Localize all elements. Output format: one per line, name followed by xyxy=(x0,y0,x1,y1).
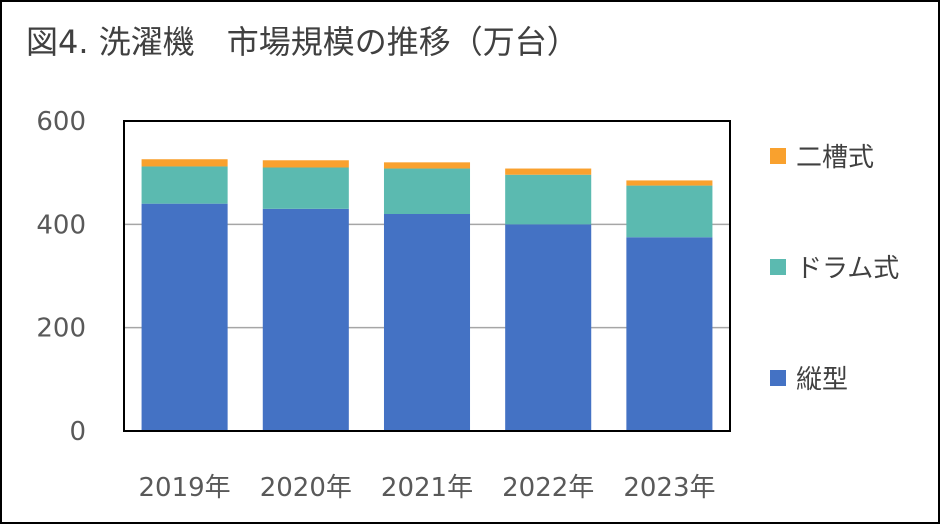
bar-segment-2 xyxy=(626,185,713,238)
bar-segment-2 xyxy=(262,167,349,209)
x-category-label: 2021年 xyxy=(381,473,473,503)
y-tick-label: 400 xyxy=(36,210,86,240)
bar-segment-2 xyxy=(505,174,592,225)
legend-label: 二槽式 xyxy=(796,143,874,173)
bar-segment-1 xyxy=(383,214,471,431)
bar-segment-2 xyxy=(383,168,471,214)
bar-segment-2 xyxy=(141,166,228,204)
y-axis-ticks: 0 200 400 600 xyxy=(36,107,86,447)
x-category-label: 2019年 xyxy=(139,473,231,503)
legend-swatch xyxy=(770,259,786,275)
legend-swatch xyxy=(770,370,786,386)
plot-area-border xyxy=(123,120,731,432)
bar-segment-1 xyxy=(505,224,592,431)
bar-segment-3 xyxy=(505,168,592,175)
legend-label: ドラム式 xyxy=(796,254,899,284)
x-category-label: 2022年 xyxy=(502,473,594,503)
y-tick-label: 200 xyxy=(36,314,86,344)
chart-title: 図4. 洗濯機 市場規模の推移（万台） xyxy=(26,23,579,61)
bar-segment-3 xyxy=(626,180,713,186)
bars xyxy=(141,159,713,431)
y-tick-label: 0 xyxy=(69,417,86,447)
x-category-label: 2020年 xyxy=(260,473,352,503)
legend-swatch xyxy=(770,148,786,164)
y-tick-label: 600 xyxy=(36,107,86,137)
x-axis-categories: 2019年 2020年 2021年 2022年 2023年 xyxy=(139,473,716,503)
bar-segment-3 xyxy=(141,159,228,167)
bar-segment-1 xyxy=(626,237,713,431)
bar-segment-1 xyxy=(262,208,349,431)
bar-segment-3 xyxy=(262,160,349,168)
bar-segment-1 xyxy=(141,203,228,431)
x-category-label: 2023年 xyxy=(623,473,715,503)
bar-segment-3 xyxy=(383,162,471,169)
legend-label: 縦型 xyxy=(796,365,848,395)
